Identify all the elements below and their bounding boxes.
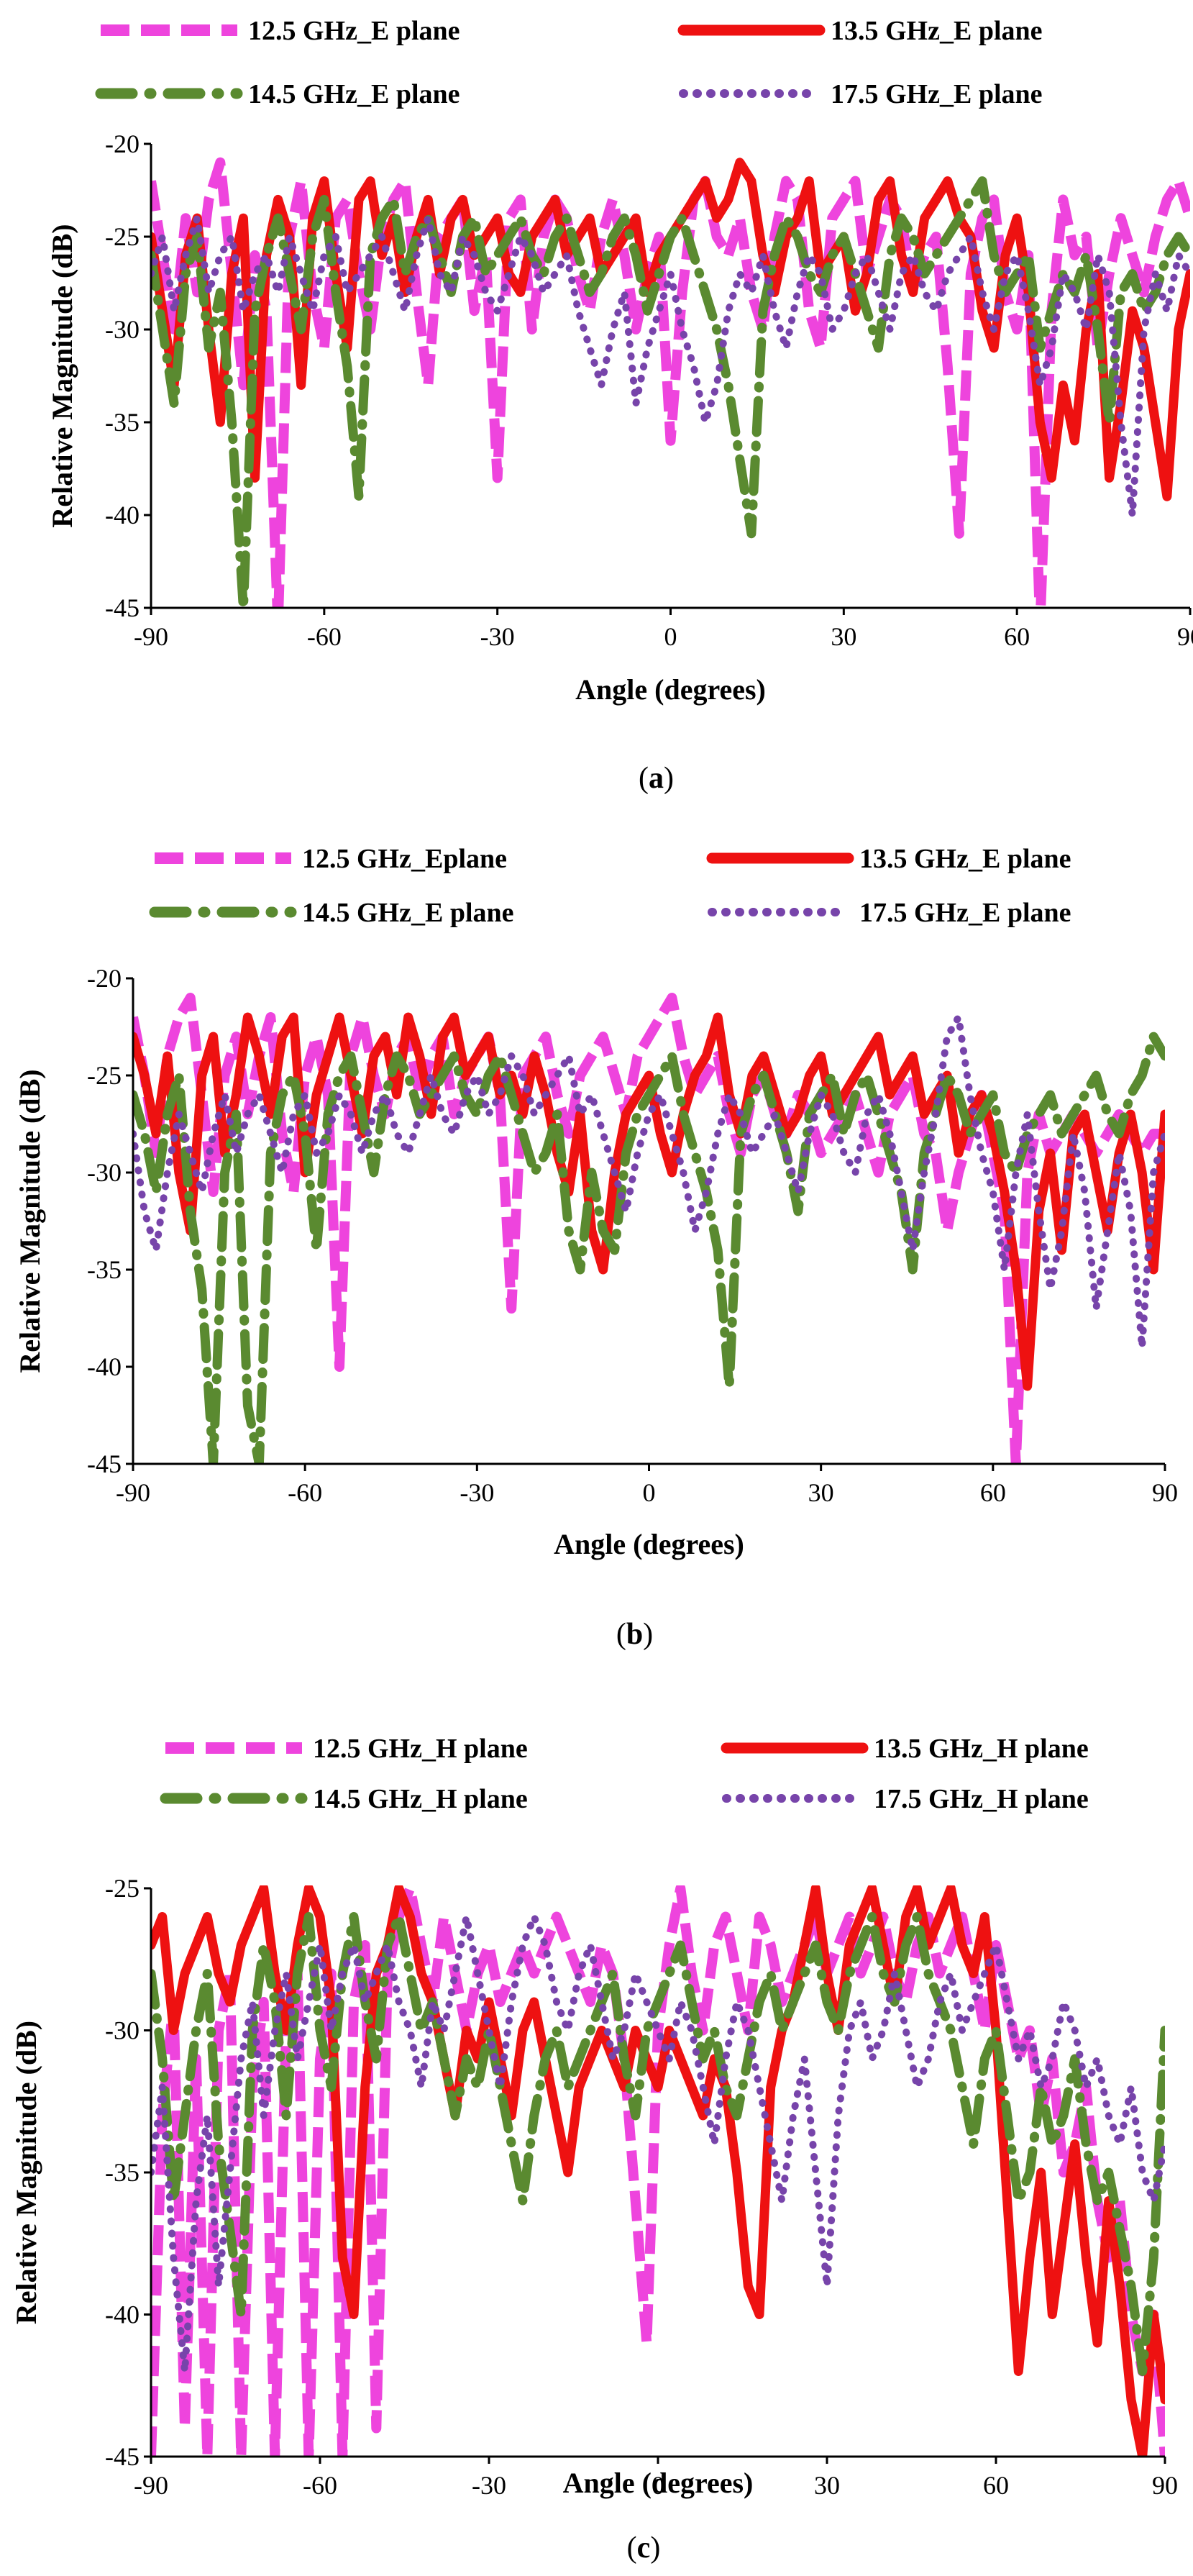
panel-caption: (a) bbox=[639, 762, 674, 795]
series-line-3 bbox=[151, 176, 1190, 608]
y-tick-label: -30 bbox=[87, 1158, 122, 1187]
legend-label-1: 12.5 GHz_H plane bbox=[313, 1734, 528, 1764]
legend: 12.5 GHz_Eplane 13.5 GHz_E plane 14.5 GHz_… bbox=[149, 844, 1071, 928]
x-axis-label: Angle (degrees) bbox=[563, 2467, 754, 2499]
y-tick-label: -25 bbox=[105, 1874, 140, 1903]
y-tick-label: -20 bbox=[105, 129, 140, 158]
legend-label-3: 14.5 GHz_E plane bbox=[302, 898, 514, 928]
y-tick-label: -45 bbox=[87, 1449, 122, 1478]
x-tick-label: 60 bbox=[980, 1478, 1006, 1507]
y-axis-label: Relative Magnitude (dB) bbox=[14, 1069, 46, 1373]
series-line-1 bbox=[151, 157, 1190, 608]
x-tick-label: 30 bbox=[808, 1478, 834, 1507]
x-tick-label: -90 bbox=[134, 2471, 168, 2500]
series-line-4 bbox=[133, 1014, 1165, 1351]
y-tick-label: -40 bbox=[105, 501, 140, 529]
x-tick-label: -60 bbox=[303, 2471, 337, 2500]
x-tick-label: -30 bbox=[460, 1478, 494, 1507]
legend-label-2: 13.5 GHz_H plane bbox=[874, 1734, 1089, 1764]
y-tick-label: -45 bbox=[105, 2442, 140, 2471]
x-tick-label: 30 bbox=[814, 2471, 840, 2500]
x-tick-label: -90 bbox=[116, 1478, 150, 1507]
chart-panel-b: -20 -25 -30 -35 -40 -45-90 -60 -30 0 30 60 90 Angle … bbox=[14, 844, 1178, 1651]
series-group bbox=[133, 993, 1165, 1464]
chart-panel-c: -25 -30 -35 -40 -45-90 -60 -30 0 30 60 90 Angle (de… bbox=[10, 1734, 1178, 2564]
series-line-4 bbox=[151, 1913, 1165, 2375]
y-tick-label: -30 bbox=[105, 2016, 140, 2045]
panel-caption: (c) bbox=[627, 2531, 661, 2564]
x-axis-label: Angle (degrees) bbox=[554, 1528, 744, 1560]
x-tick-label: 0 bbox=[664, 622, 677, 651]
x-tick-label: -60 bbox=[288, 1478, 322, 1507]
series-line-1 bbox=[133, 993, 1165, 1464]
legend-label-1: 12.5 GHz_E plane bbox=[248, 16, 460, 46]
x-tick-label: -30 bbox=[472, 2471, 506, 2500]
x-tick-label: -60 bbox=[307, 622, 342, 651]
x-tick-label: 30 bbox=[831, 622, 856, 651]
series-line-3 bbox=[151, 1912, 1165, 2376]
y-tick-label: -20 bbox=[87, 964, 122, 993]
x-axis-label: Angle (degrees) bbox=[575, 673, 766, 706]
y-axis-label: Relative Magnitude (dB) bbox=[10, 2021, 42, 2324]
x-tick-label: 90 bbox=[1152, 1478, 1178, 1507]
series-line-3 bbox=[133, 1032, 1165, 1464]
x-tick-label: -30 bbox=[480, 622, 515, 651]
series-line-4 bbox=[151, 214, 1190, 519]
legend-label-4: 17.5 GHz_E plane bbox=[831, 79, 1043, 109]
y-tick-label: -30 bbox=[105, 315, 140, 344]
x-tick-label: 60 bbox=[1004, 622, 1030, 651]
legend-label-1: 12.5 GHz_Eplane bbox=[302, 844, 507, 874]
series-group bbox=[151, 157, 1190, 608]
y-tick-label: -25 bbox=[87, 1061, 122, 1090]
legend: 12.5 GHz_H plane 13.5 GHz_H plane 14.5 GHz… bbox=[160, 1734, 1089, 1814]
x-tick-label: 60 bbox=[983, 2471, 1009, 2500]
legend-label-2: 13.5 GHz_E plane bbox=[831, 16, 1043, 46]
legend: 12.5 GHz_E plane 13.5 GHz_E plane 14.5 GHz… bbox=[95, 16, 1043, 109]
chart-panel-a: -20 -25 -30 -35 -40 -45-90 -60 -30 0 30 60 90 Angle … bbox=[46, 16, 1193, 795]
y-axis-label: Relative Magnitude (dB) bbox=[46, 224, 78, 527]
y-tick-label: -25 bbox=[105, 222, 140, 251]
y-tick-label: -35 bbox=[87, 1255, 122, 1284]
y-tick-label: -35 bbox=[105, 408, 140, 437]
legend-label-4: 17.5 GHz_H plane bbox=[874, 1784, 1089, 1814]
series-line-1 bbox=[151, 1885, 1165, 2457]
x-tick-label: -90 bbox=[134, 622, 168, 651]
x-tick-label: 0 bbox=[643, 1478, 656, 1507]
series-group bbox=[151, 1885, 1165, 2457]
legend-label-2: 13.5 GHz_E plane bbox=[859, 844, 1071, 874]
x-tick-label: 90 bbox=[1177, 622, 1193, 651]
x-tick-label: 0 bbox=[652, 2471, 664, 2500]
legend-label-3: 14.5 GHz_H plane bbox=[313, 1784, 528, 1814]
panel-caption: (b) bbox=[616, 1618, 653, 1651]
y-tick-label: -35 bbox=[105, 2158, 140, 2187]
y-tick-label: -40 bbox=[105, 2300, 140, 2329]
y-tick-label: -40 bbox=[87, 1352, 122, 1381]
x-tick-label: 90 bbox=[1152, 2471, 1178, 2500]
legend-label-4: 17.5 GHz_E plane bbox=[859, 898, 1071, 928]
y-tick-label: -45 bbox=[105, 593, 140, 622]
legend-label-3: 14.5 GHz_E plane bbox=[248, 79, 460, 109]
